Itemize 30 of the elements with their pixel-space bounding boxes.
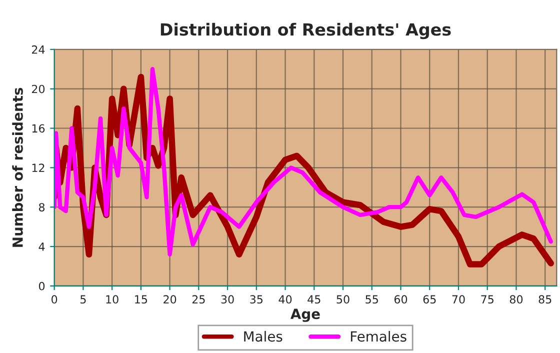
- x-tick-label: 80: [510, 295, 523, 304]
- y-tick-label: 20: [32, 84, 45, 94]
- x-tick-label: 15: [135, 295, 148, 304]
- x-tick-label: 55: [366, 295, 378, 304]
- x-tick-label: 85: [538, 295, 552, 304]
- x-tick-label: 75: [481, 295, 494, 304]
- y-tick-label: 12: [32, 164, 44, 172]
- x-tick-label: 60: [394, 295, 408, 304]
- x-tick-label: 65: [423, 295, 436, 304]
- x-tick-label: 25: [192, 295, 205, 304]
- legend-label: Females: [350, 330, 406, 342]
- y-tick-label: 16: [32, 124, 45, 133]
- x-tick-label: 45: [308, 295, 320, 304]
- y-tick-label: 4: [38, 242, 45, 251]
- x-tick-label: 20: [164, 295, 176, 304]
- x-tick-label: 50: [336, 295, 350, 304]
- y-tick-label: 8: [38, 203, 45, 212]
- y-axis-title: Number of residents: [12, 88, 23, 247]
- x-tick-label: 5: [80, 295, 86, 304]
- legend-label: Males: [244, 330, 282, 342]
- y-tick-label: 24: [32, 45, 45, 54]
- x-tick-label: 0: [52, 295, 58, 304]
- x-tick-label: 40: [278, 295, 292, 304]
- y-tick-label: 0: [38, 282, 45, 290]
- x-axis-title: Age: [290, 308, 320, 322]
- x-tick-label: 10: [106, 295, 118, 304]
- x-tick-label: 70: [452, 295, 465, 304]
- x-tick-label: 35: [250, 295, 262, 304]
- chart-title: Distribution of Residents' Ages: [160, 22, 451, 40]
- x-tick-label: 30: [221, 295, 234, 304]
